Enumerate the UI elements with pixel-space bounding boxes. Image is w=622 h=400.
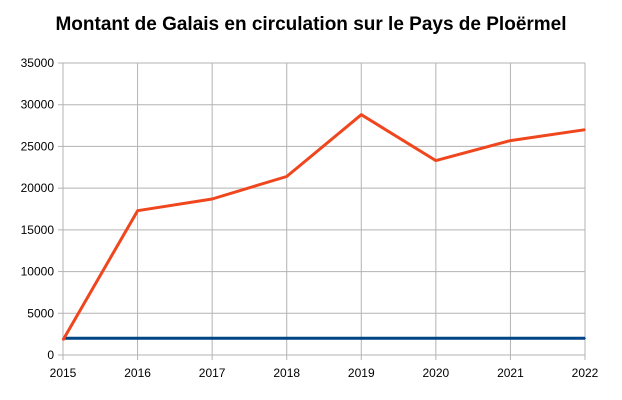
data-point <box>360 337 363 340</box>
x-tick-label: 2018 <box>273 366 300 380</box>
x-tick-label: 2019 <box>348 366 375 380</box>
data-point <box>211 198 213 200</box>
y-tick-labels: 0 5000 10000 15000 20000 25000 30000 35000 <box>21 56 55 362</box>
x-tick-label: 2015 <box>50 366 77 380</box>
gridlines <box>62 62 586 355</box>
data-point <box>584 337 586 340</box>
x-tick-label: 2022 <box>572 366 599 380</box>
data-point <box>435 159 437 162</box>
data-point <box>435 337 437 340</box>
series-lines <box>61 113 586 341</box>
x-tick-labels: 2015 2016 2017 2018 2019 2020 2021 2022 <box>50 366 599 380</box>
x-tick-label: 2017 <box>199 366 226 380</box>
y-tick-label: 20000 <box>21 181 55 195</box>
data-point <box>136 209 139 212</box>
x-tick-label: 2016 <box>124 366 151 380</box>
x-tick-label: 2021 <box>497 366 524 380</box>
y-tick-label: 25000 <box>21 139 55 153</box>
data-point <box>285 175 288 178</box>
series-line-1 <box>61 113 586 341</box>
data-point <box>285 337 288 340</box>
y-tick-label: 5000 <box>27 306 54 320</box>
data-point <box>211 337 213 340</box>
axes <box>58 62 586 360</box>
y-tick-label: 30000 <box>21 98 55 112</box>
chart-title: Montant de Galais en circulation sur le … <box>55 14 567 35</box>
data-point <box>509 139 512 142</box>
y-tick-label: 15000 <box>21 223 55 237</box>
y-tick-label: 10000 <box>21 265 55 279</box>
data-point <box>136 337 139 340</box>
x-tick-label: 2020 <box>423 366 450 380</box>
data-point <box>62 339 64 341</box>
data-point <box>360 113 363 116</box>
y-tick-label: 0 <box>47 348 54 362</box>
data-point <box>584 128 586 131</box>
y-tick-label: 35000 <box>21 56 55 70</box>
data-point <box>509 337 512 340</box>
